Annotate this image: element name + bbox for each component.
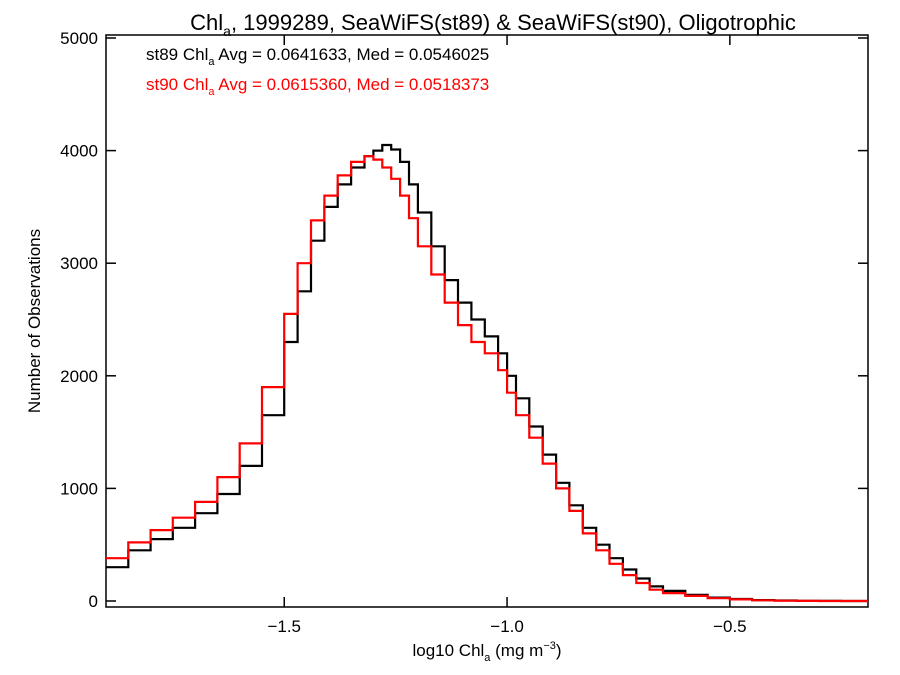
y-tick-label: 0 — [89, 592, 98, 611]
x-tick-label: −0.5 — [713, 617, 747, 636]
annotation-st90: st90 Chla Avg = 0.0615360, Med = 0.05183… — [146, 75, 489, 98]
annotation-st90-pre: st90 Chl — [146, 75, 208, 94]
chart-title-post: , 1999289, SeaWiFS(st89) & SeaWiFS(st90)… — [231, 10, 796, 35]
y-tick-label: 4000 — [60, 142, 98, 161]
x-axis-label-mid: (mg m — [490, 641, 543, 660]
x-tick-label: −1.0 — [490, 617, 524, 636]
x-axis-label-sup: −3 — [543, 640, 556, 652]
x-ticks: −1.5 −1.0 −0.5 — [267, 35, 747, 636]
y-tick-label: 5000 — [60, 29, 98, 48]
x-axis-label-post: ) — [556, 641, 562, 660]
y-tick-label: 3000 — [60, 254, 98, 273]
y-tick-label: 2000 — [60, 367, 98, 386]
x-axis-label-sub: a — [484, 652, 491, 664]
y-ticks: 0 1000 2000 3000 4000 5000 — [60, 29, 868, 611]
annotation-st89-pre: st89 Chl — [146, 45, 208, 64]
annotation-st90-post: Avg = 0.0615360, Med = 0.0518373 — [215, 75, 490, 94]
x-tick-label: −1.5 — [267, 617, 301, 636]
annotation-st90-sub: a — [208, 86, 215, 98]
chart-title: Chla, 1999289, SeaWiFS(st89) & SeaWiFS(s… — [190, 10, 796, 39]
chart-title-pre: Chl — [190, 10, 223, 35]
y-tick-label: 1000 — [60, 479, 98, 498]
annotation-st89: st89 Chla Avg = 0.0641633, Med = 0.05460… — [146, 45, 489, 68]
plot-frame — [105, 34, 869, 608]
annotation-st89-post: Avg = 0.0641633, Med = 0.0546025 — [215, 45, 490, 64]
x-axis-label: log10 Chla (mg m−3) — [412, 640, 561, 664]
series-layer — [106, 143, 868, 603]
annotation-st89-sub: a — [208, 56, 215, 68]
y-axis-label: Number of Observations — [25, 229, 44, 413]
x-axis-label-pre: log10 Chl — [412, 641, 484, 660]
chart-title-sub: a — [223, 23, 231, 39]
series-st90-line — [106, 155, 868, 603]
series-st89-line — [106, 143, 868, 603]
